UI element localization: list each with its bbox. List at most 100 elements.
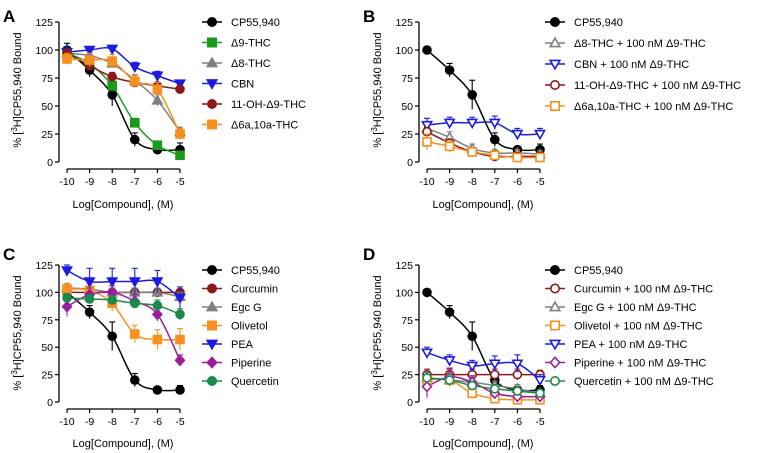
y-tick-label: 125 [395, 17, 413, 29]
marker [107, 81, 117, 91]
y-tick-label: 0 [47, 397, 53, 409]
marker [107, 331, 117, 342]
data-points [61, 264, 186, 395]
fit-curve [66, 49, 181, 152]
marker [128, 277, 141, 288]
x-tick-label: -8 [468, 416, 477, 428]
y-tick-label: 25 [41, 129, 53, 141]
legend-marker [549, 283, 560, 294]
legend-item: Egc G + 100 nM Δ9-THC [545, 300, 697, 314]
marker [152, 140, 163, 150]
data-point [107, 295, 117, 305]
data-points [421, 287, 546, 405]
legend-label: Piperine [231, 358, 271, 370]
legend-marker [207, 16, 218, 27]
data-point [466, 116, 479, 130]
data-point [422, 133, 432, 150]
data-point [152, 140, 163, 150]
data-point [467, 321, 478, 351]
marker [175, 309, 185, 320]
data-point [83, 45, 96, 57]
marker [152, 84, 163, 94]
x-tick-label: -9 [445, 176, 454, 188]
legend-label: Egc G [231, 302, 262, 314]
data-point [151, 269, 164, 293]
y-tick-label: 50 [41, 342, 53, 354]
legend-label: PEA + 100 nM Δ9-THC [574, 339, 687, 351]
x-tick-label: -5 [175, 176, 184, 188]
x-tick-label: -7 [490, 176, 499, 188]
data-point [489, 383, 500, 394]
x-axis-label: Log[Compound], (M) [433, 438, 534, 450]
data-point [62, 52, 72, 65]
x-tick-label: -7 [130, 176, 139, 188]
data-point [152, 329, 163, 350]
data-point [444, 305, 455, 319]
legend-marker [548, 300, 562, 312]
marker [422, 373, 432, 383]
panel-label-a: A [3, 7, 15, 26]
marker [106, 44, 119, 56]
legend-item: Curcumin + 100 nM Δ9-THC [545, 283, 713, 296]
y-tick-label: 25 [401, 370, 413, 382]
data-point [130, 324, 140, 343]
data-point [152, 299, 163, 312]
y-tick-label: 25 [401, 129, 413, 141]
legend-item: CP55,940 [202, 16, 280, 29]
data-point [84, 305, 95, 319]
marker [151, 277, 164, 288]
data-point [175, 328, 185, 351]
data-point [174, 79, 186, 90]
marker [511, 359, 524, 370]
legend-label: CBN [231, 79, 254, 91]
legend-marker [548, 36, 562, 48]
data-point [535, 152, 545, 163]
y-tick-label: 25 [41, 370, 53, 382]
y-tick-label: 0 [47, 157, 53, 169]
y-tick-label: 0 [407, 157, 413, 169]
legend-marker [549, 264, 560, 275]
legend-item: Curcumin [202, 283, 278, 296]
legend-marker [207, 119, 218, 130]
x-tick-label: -9 [85, 176, 94, 188]
data-point [488, 115, 501, 130]
legend-item: CBN [202, 79, 254, 91]
data-point [107, 71, 117, 82]
y-tick-label: 75 [41, 73, 53, 85]
marker [151, 71, 164, 82]
x-tick-label: -10 [59, 416, 74, 428]
data-points [421, 45, 546, 163]
data-point [467, 79, 478, 110]
marker [489, 134, 500, 145]
legend-marker [548, 339, 562, 351]
x-axis-label: Log[Compound], (M) [433, 199, 534, 211]
data-point [467, 147, 478, 157]
legend-marker [549, 101, 560, 112]
data-point [511, 354, 524, 373]
marker [511, 129, 524, 141]
x-tick-label: -9 [85, 416, 94, 428]
x-tick-label: -6 [513, 176, 522, 188]
fit-curve [66, 58, 181, 135]
data-point [84, 294, 95, 304]
legend-item: CP55,940 [545, 16, 623, 29]
data-point [422, 371, 432, 384]
marker [84, 294, 95, 304]
marker [444, 307, 455, 317]
legend-label: 11-OH-Δ9-THC [231, 99, 306, 111]
marker [174, 79, 186, 90]
legend-item: Piperine [202, 356, 271, 370]
legend-marker [207, 99, 218, 110]
x-tick-label: -10 [419, 416, 434, 428]
legend-label: Δ6a,10a-THC + 100 nM Δ9-THC [574, 101, 733, 113]
x-tick-label: -6 [513, 416, 522, 428]
panel-label-b: B [363, 7, 375, 26]
legend-marker [207, 375, 218, 386]
marker [61, 266, 73, 277]
marker [466, 361, 479, 373]
data-point [422, 45, 432, 55]
fit-curve [426, 351, 541, 381]
y-tick-label: 100 [395, 45, 413, 57]
legend-item: Egc G [202, 300, 262, 314]
